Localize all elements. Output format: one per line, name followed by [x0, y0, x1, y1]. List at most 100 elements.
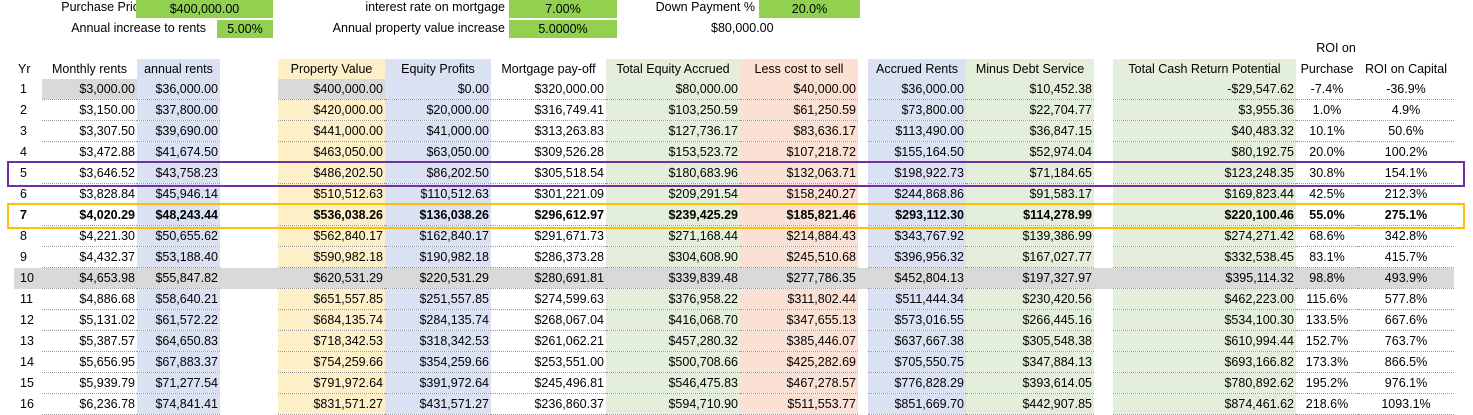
cell-minus-debt-service[interactable]: $230,420.56	[966, 288, 1094, 310]
cell-less-cost-to-sell[interactable]: $311,802.44	[740, 288, 858, 310]
cell-total-cash-return[interactable]: $169,823.44	[1113, 183, 1296, 205]
cell-less-cost-to-sell[interactable]: $214,884.43	[740, 225, 858, 247]
cell-total-equity-accrued[interactable]: $209,291.54	[606, 183, 740, 205]
cell-equity-profits[interactable]: $63,050.00	[385, 141, 491, 163]
cell-equity-profits[interactable]: $86,202.50	[385, 162, 491, 184]
cell-accrued-rents[interactable]: $452,804.13	[868, 267, 966, 289]
cell-less-cost-to-sell[interactable]: $158,240.27	[740, 183, 858, 205]
cell-roi-on-purchase[interactable]: 68.6%	[1296, 225, 1358, 247]
cell-monthly-rents[interactable]: $5,656.95	[42, 351, 137, 373]
cell-spacer[interactable]	[858, 79, 868, 100]
cell-mortgage-payoff[interactable]: $245,496.81	[491, 372, 606, 394]
cell-spacer[interactable]	[858, 247, 868, 268]
cell-accrued-rents[interactable]: $343,767.92	[868, 225, 966, 247]
cell-property-value[interactable]: $791,972.64	[278, 372, 385, 394]
cell-spacer[interactable]	[220, 142, 278, 163]
cell-year[interactable]: 13	[20, 334, 34, 348]
cell-monthly-rents[interactable]: $3,000.00	[42, 79, 137, 100]
cell-property-value[interactable]: $754,259.66	[278, 351, 385, 373]
cell-minus-debt-service[interactable]: $22,704.77	[966, 99, 1094, 121]
cell-year[interactable]: 12	[20, 313, 34, 327]
cell-mortgage-payoff[interactable]: $316,749.41	[491, 99, 606, 121]
cell-total-equity-accrued[interactable]: $271,168.44	[606, 225, 740, 247]
purchase-price-input[interactable]: $400,000.00	[136, 0, 273, 18]
cell-minus-debt-service[interactable]: $197,327.97	[966, 267, 1094, 289]
cell-spacer[interactable]	[1094, 310, 1113, 331]
cell-mortgage-payoff[interactable]: $301,221.09	[491, 183, 606, 205]
cell-spacer[interactable]	[220, 289, 278, 310]
cell-spacer[interactable]	[220, 247, 278, 268]
cell-year[interactable]: 10	[14, 267, 42, 289]
cell-property-value[interactable]: $420,000.00	[278, 99, 385, 121]
cell-total-cash-return[interactable]: $40,483.32	[1113, 120, 1296, 142]
cell-accrued-rents[interactable]: $776,828.29	[868, 372, 966, 394]
cell-spacer[interactable]	[858, 267, 868, 289]
cell-roi-on-capital[interactable]: 866.5%	[1358, 351, 1454, 373]
cell-minus-debt-service[interactable]: $52,974.04	[966, 141, 1094, 163]
cell-spacer[interactable]	[858, 352, 868, 373]
cell-total-equity-accrued[interactable]: $80,000.00	[606, 79, 740, 100]
cell-accrued-rents[interactable]: $113,490.00	[868, 120, 966, 142]
cell-annual-rents[interactable]: $53,188.40	[137, 246, 220, 268]
cell-year[interactable]: 16	[20, 397, 34, 411]
cell-property-value[interactable]: $562,840.17	[278, 225, 385, 247]
cell-less-cost-to-sell[interactable]: $347,655.13	[740, 309, 858, 331]
cell-monthly-rents[interactable]: $4,653.98	[42, 267, 137, 289]
cell-mortgage-payoff[interactable]: $296,612.97	[491, 204, 606, 226]
cell-roi-on-capital[interactable]: 275.1%	[1358, 204, 1454, 226]
cell-annual-rents[interactable]: $41,674.50	[137, 141, 220, 163]
cell-roi-on-capital[interactable]: -36.9%	[1358, 79, 1454, 100]
cell-spacer[interactable]	[220, 352, 278, 373]
cell-minus-debt-service[interactable]: $266,445.16	[966, 309, 1094, 331]
cell-annual-rents[interactable]: $39,690.00	[137, 120, 220, 142]
cell-mortgage-payoff[interactable]: $268,067.04	[491, 309, 606, 331]
cell-accrued-rents[interactable]: $293,112.30	[868, 204, 966, 226]
cell-total-cash-return[interactable]: $693,166.82	[1113, 351, 1296, 373]
cell-total-cash-return[interactable]: $874,461.62	[1113, 393, 1296, 415]
cell-equity-profits[interactable]: $391,972.64	[385, 372, 491, 394]
cell-spacer[interactable]	[220, 121, 278, 142]
cell-year[interactable]: 1	[20, 82, 27, 97]
interest-rate-input[interactable]: 7.00%	[509, 0, 617, 18]
cell-equity-profits[interactable]: $318,342.53	[385, 330, 491, 352]
cell-spacer[interactable]	[220, 373, 278, 394]
cell-less-cost-to-sell[interactable]: $277,786.35	[740, 267, 858, 289]
cell-year[interactable]: 7	[20, 208, 27, 222]
cell-total-cash-return[interactable]: $220,100.46	[1113, 204, 1296, 226]
cell-property-value[interactable]: $486,202.50	[278, 162, 385, 184]
cell-spacer[interactable]	[1094, 100, 1113, 121]
cell-roi-on-purchase[interactable]: 152.7%	[1296, 330, 1358, 352]
cell-total-equity-accrued[interactable]: $376,958.22	[606, 288, 740, 310]
cell-annual-rents[interactable]: $45,946.14	[137, 183, 220, 205]
cell-total-equity-accrued[interactable]: $153,523.72	[606, 141, 740, 163]
cell-accrued-rents[interactable]: $198,922.73	[868, 162, 966, 184]
cell-total-equity-accrued[interactable]: $546,475.83	[606, 372, 740, 394]
cell-year[interactable]: 3	[20, 124, 27, 138]
cell-mortgage-payoff[interactable]: $313,263.83	[491, 120, 606, 142]
cell-year[interactable]: 14	[20, 355, 34, 369]
cell-spacer[interactable]	[858, 184, 868, 205]
cell-monthly-rents[interactable]: $3,646.52	[42, 162, 137, 184]
cell-monthly-rents[interactable]: $3,828.84	[42, 183, 137, 205]
cell-spacer[interactable]	[220, 184, 278, 205]
cell-spacer[interactable]	[1094, 352, 1113, 373]
cell-annual-rents[interactable]: $58,640.21	[137, 288, 220, 310]
cell-property-value[interactable]: $651,557.85	[278, 288, 385, 310]
cell-mortgage-payoff[interactable]: $309,526.28	[491, 141, 606, 163]
cell-total-equity-accrued[interactable]: $127,736.17	[606, 120, 740, 142]
cell-total-cash-return[interactable]: $780,892.62	[1113, 372, 1296, 394]
cell-roi-on-capital[interactable]: 1093.1%	[1358, 393, 1454, 415]
cell-spacer[interactable]	[1094, 247, 1113, 268]
cell-spacer[interactable]	[858, 142, 868, 163]
cell-less-cost-to-sell[interactable]: $385,446.07	[740, 330, 858, 352]
cell-less-cost-to-sell[interactable]: $132,063.71	[740, 162, 858, 184]
cell-spacer[interactable]	[220, 310, 278, 331]
cell-mortgage-payoff[interactable]: $261,062.21	[491, 330, 606, 352]
cell-roi-on-purchase[interactable]: 20.0%	[1296, 141, 1358, 163]
cell-equity-profits[interactable]: $162,840.17	[385, 225, 491, 247]
cell-less-cost-to-sell[interactable]: $245,510.68	[740, 246, 858, 268]
cell-minus-debt-service[interactable]: $114,278.99	[966, 204, 1094, 226]
cell-spacer[interactable]	[1094, 79, 1113, 100]
cell-year[interactable]: 15	[20, 376, 34, 390]
cell-spacer[interactable]	[220, 331, 278, 352]
